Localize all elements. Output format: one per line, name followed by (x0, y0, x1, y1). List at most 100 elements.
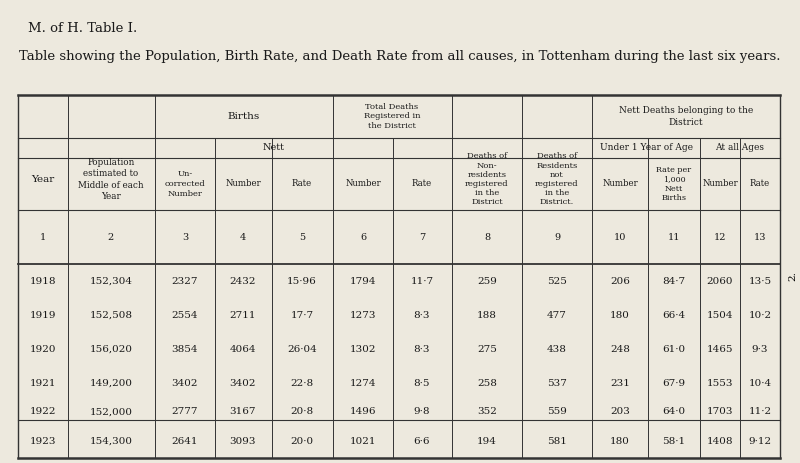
Text: 9·8: 9·8 (414, 407, 430, 417)
Text: 6: 6 (360, 232, 366, 242)
Text: 559: 559 (547, 407, 567, 417)
Text: 206: 206 (610, 276, 630, 286)
Text: 2.: 2. (789, 272, 798, 282)
Text: 477: 477 (547, 311, 567, 319)
Text: Table showing the Population, Birth Rate, and Death Rate from all causes, in Tot: Table showing the Population, Birth Rate… (19, 50, 781, 63)
Text: 248: 248 (610, 344, 630, 353)
Text: 203: 203 (610, 407, 630, 417)
Text: 20·8: 20·8 (290, 407, 314, 417)
Text: 1918: 1918 (30, 276, 56, 286)
Text: 1794: 1794 (350, 276, 376, 286)
Text: 438: 438 (547, 344, 567, 353)
Text: 58·1: 58·1 (662, 437, 686, 445)
Text: 1921: 1921 (30, 378, 56, 388)
Text: 11: 11 (668, 232, 680, 242)
Text: Population
estimated to
Middle of each
Year: Population estimated to Middle of each Y… (78, 158, 144, 200)
Text: 3402: 3402 (230, 378, 256, 388)
Text: 8·5: 8·5 (414, 378, 430, 388)
Text: 2432: 2432 (230, 276, 256, 286)
Text: 10·4: 10·4 (749, 378, 771, 388)
Text: 2327: 2327 (172, 276, 198, 286)
Text: 180: 180 (610, 437, 630, 445)
Text: 525: 525 (547, 276, 567, 286)
Text: 9: 9 (554, 232, 560, 242)
Text: 194: 194 (477, 437, 497, 445)
Text: Number: Number (702, 180, 738, 188)
Text: 11·2: 11·2 (749, 407, 771, 417)
Text: 3093: 3093 (230, 437, 256, 445)
Text: 11·7: 11·7 (410, 276, 434, 286)
Text: 17·7: 17·7 (290, 311, 314, 319)
Text: Un-
corrected
Number: Un- corrected Number (165, 170, 206, 198)
Text: 152,000: 152,000 (90, 407, 133, 417)
Text: 1923: 1923 (30, 437, 56, 445)
Text: 154,300: 154,300 (90, 437, 133, 445)
Text: 2777: 2777 (172, 407, 198, 417)
Text: 8·3: 8·3 (414, 344, 430, 353)
Text: 7: 7 (419, 232, 425, 242)
Text: Rate: Rate (750, 180, 770, 188)
Text: Deaths of
Residents
not
registered
in the
District.: Deaths of Residents not registered in th… (535, 152, 579, 206)
Text: 61·0: 61·0 (662, 344, 686, 353)
Text: Under 1 Year of Age: Under 1 Year of Age (599, 144, 693, 152)
Text: 352: 352 (477, 407, 497, 417)
Text: 149,200: 149,200 (90, 378, 133, 388)
Text: 22·8: 22·8 (290, 378, 314, 388)
Text: 8: 8 (484, 232, 490, 242)
Text: Number: Number (225, 180, 261, 188)
Text: Nett Deaths belonging to the
District: Nett Deaths belonging to the District (619, 106, 753, 126)
Text: 3167: 3167 (230, 407, 256, 417)
Text: 26·04: 26·04 (287, 344, 317, 353)
Text: 2554: 2554 (172, 311, 198, 319)
Text: 13·5: 13·5 (749, 276, 771, 286)
Text: 1922: 1922 (30, 407, 56, 417)
Text: 15·96: 15·96 (287, 276, 317, 286)
Text: At all Ages: At all Ages (715, 144, 765, 152)
Text: 1919: 1919 (30, 311, 56, 319)
Text: 6·6: 6·6 (414, 437, 430, 445)
Text: 1504: 1504 (706, 311, 734, 319)
Text: 1703: 1703 (706, 407, 734, 417)
Text: 2060: 2060 (706, 276, 734, 286)
Text: 13: 13 (754, 232, 766, 242)
Text: 581: 581 (547, 437, 567, 445)
Text: 66·4: 66·4 (662, 311, 686, 319)
Text: 231: 231 (610, 378, 630, 388)
Text: 258: 258 (477, 378, 497, 388)
Text: 10: 10 (614, 232, 626, 242)
Text: 188: 188 (477, 311, 497, 319)
Text: 537: 537 (547, 378, 567, 388)
Text: M. of H. Table I.: M. of H. Table I. (28, 22, 138, 35)
Text: Number: Number (602, 180, 638, 188)
Text: Rate: Rate (412, 180, 432, 188)
Text: 12: 12 (714, 232, 726, 242)
Text: 20·0: 20·0 (290, 437, 314, 445)
Text: 152,304: 152,304 (90, 276, 133, 286)
Text: 1: 1 (40, 232, 46, 242)
Text: 3402: 3402 (172, 378, 198, 388)
Text: 10·2: 10·2 (749, 311, 771, 319)
Text: 1021: 1021 (350, 437, 376, 445)
Text: 152,508: 152,508 (90, 311, 133, 319)
Text: 1302: 1302 (350, 344, 376, 353)
Text: 8·3: 8·3 (414, 311, 430, 319)
Text: 275: 275 (477, 344, 497, 353)
Text: 156,020: 156,020 (90, 344, 133, 353)
Text: 3854: 3854 (172, 344, 198, 353)
Text: Number: Number (345, 180, 381, 188)
Text: 1496: 1496 (350, 407, 376, 417)
Text: 1408: 1408 (706, 437, 734, 445)
Text: Rate: Rate (292, 180, 312, 188)
Text: 1553: 1553 (706, 378, 734, 388)
Text: 180: 180 (610, 311, 630, 319)
Text: 3: 3 (182, 232, 188, 242)
Text: 1274: 1274 (350, 378, 376, 388)
Text: 9·3: 9·3 (752, 344, 768, 353)
Text: 67·9: 67·9 (662, 378, 686, 388)
Text: 2711: 2711 (230, 311, 256, 319)
Text: 64·0: 64·0 (662, 407, 686, 417)
Text: 4064: 4064 (230, 344, 256, 353)
Text: 259: 259 (477, 276, 497, 286)
Text: 5: 5 (299, 232, 305, 242)
Text: 84·7: 84·7 (662, 276, 686, 286)
